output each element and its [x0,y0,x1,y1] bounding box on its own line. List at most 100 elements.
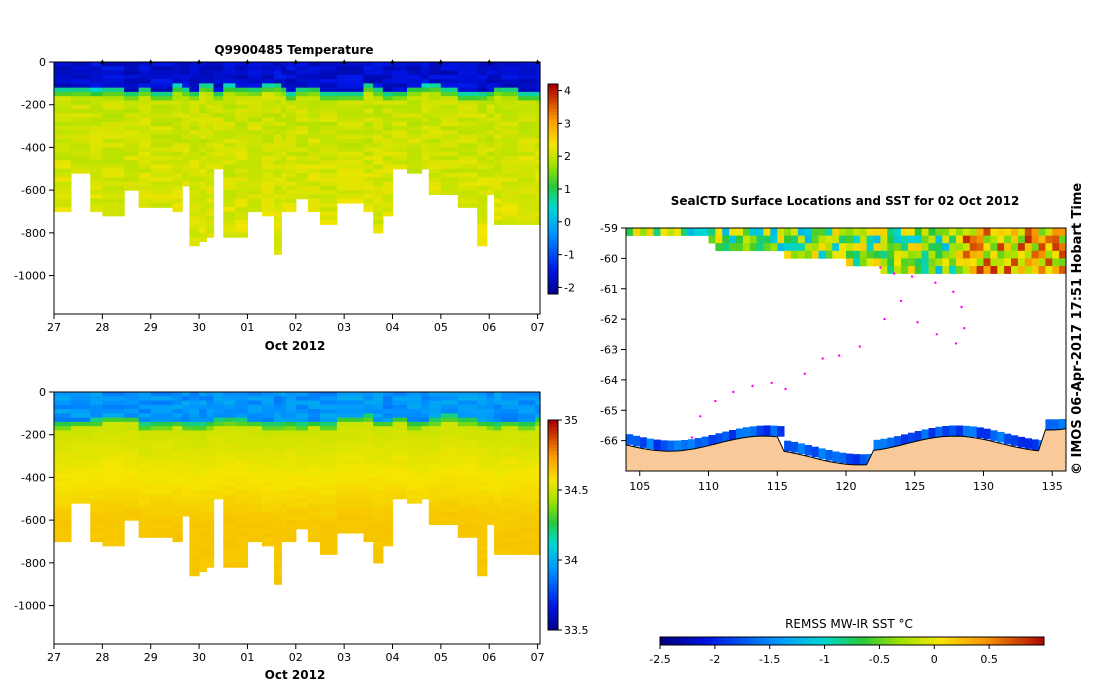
profile-cell [336,198,365,204]
profile-cell [247,62,263,67]
profile-cell [54,426,72,432]
profile-cell [535,96,541,102]
profile-cell [535,507,541,513]
profile-cell [247,87,263,93]
sst-colorbar: -2.5 -2 -1.5 -1 -0.5 0 0.5 [649,636,1045,666]
profile-cell [421,87,430,93]
profile-cell [373,87,384,93]
profile-cell [70,426,91,432]
profile-cell [363,70,374,76]
profile-cell [477,400,488,406]
profile-cell [392,421,408,427]
profile-cell [138,409,152,414]
colorbar-segment [548,129,558,134]
profile-cell [440,426,459,432]
profile-cell [54,168,72,174]
profile-cell [428,160,442,166]
profile-cell [319,113,338,119]
sst-pixel [736,243,744,252]
profile-cell [440,421,459,427]
colorbar-segment [548,196,558,200]
profile-cell [199,494,207,500]
profile-cell [54,392,72,397]
profile-cell [319,181,338,187]
profile-cell [457,443,478,449]
sst-pixel [956,258,964,267]
profile-cell [501,70,519,76]
profile-cell [518,104,536,110]
profile-cell [199,185,207,191]
profile-cell [172,155,183,161]
profile-cell [90,468,103,474]
profile-cell [407,62,423,67]
profile-cell [247,207,263,213]
profile-cell [235,400,249,406]
profile-cell [477,220,488,225]
profile-cell [274,460,282,466]
profile-cell [247,528,263,534]
profile-cell [457,83,478,89]
profile-cell [223,417,236,423]
profile-cell [407,96,423,102]
profile-cell [189,460,200,466]
profile-cell [428,66,442,72]
profile-cell [150,485,174,491]
profile-cell [206,228,215,234]
profile-cell [274,190,282,196]
profile-cell [182,151,190,157]
profile-cell [150,490,174,496]
profile-cell [319,155,338,161]
profile-cell [199,198,207,204]
sst-pixel [1045,243,1053,252]
profile-cell [295,117,309,123]
profile-cell [535,434,541,440]
profile-cell [54,537,72,543]
profile-cell [535,138,541,144]
sst-pixel [1017,243,1026,252]
profile-cell [90,503,103,508]
profile-cell [261,404,275,410]
colorbar-segment [548,490,558,494]
profile-cell [235,490,249,496]
profile-cell [428,121,442,127]
profile-cell [199,202,207,208]
colorbar-segment [684,637,690,645]
profile-cell [457,198,478,204]
profile-cell [189,83,200,89]
profile-cell [247,164,263,170]
profile-cell [274,485,282,491]
x-tick-label: 03 [337,321,351,334]
profile-cell [274,185,282,191]
profile-cell [286,173,297,178]
profile-cell [535,83,541,89]
profile-cell [307,185,321,191]
profile-cell [274,245,282,251]
profile-cell [477,198,488,204]
profile-cell [54,70,72,76]
profile-cell [189,66,200,72]
profile-cell [189,468,200,474]
colorbar-segment [664,637,671,645]
profile-cell [189,241,200,247]
colorbar-segment [548,255,558,260]
profile-cell [486,451,495,457]
sst-pixel [928,243,936,252]
profile-cell [102,443,125,449]
profile-cell [235,396,249,402]
profile-cell [189,121,200,127]
profile-cell [247,74,263,80]
profile-cell [189,550,200,555]
profile-cell [182,426,190,432]
profile-cell [182,460,190,466]
profile-cell [392,447,408,453]
profile-cell [90,181,103,187]
profile-cell [535,447,541,453]
profile-cell [518,451,536,457]
antarctic-land [626,428,1066,471]
profile-marker: ✦ [485,58,493,69]
profile-cell [373,143,384,149]
profile-cell [182,173,190,178]
profile-cell [223,143,236,149]
profile-cell [295,392,309,397]
profile-cell [274,421,282,427]
